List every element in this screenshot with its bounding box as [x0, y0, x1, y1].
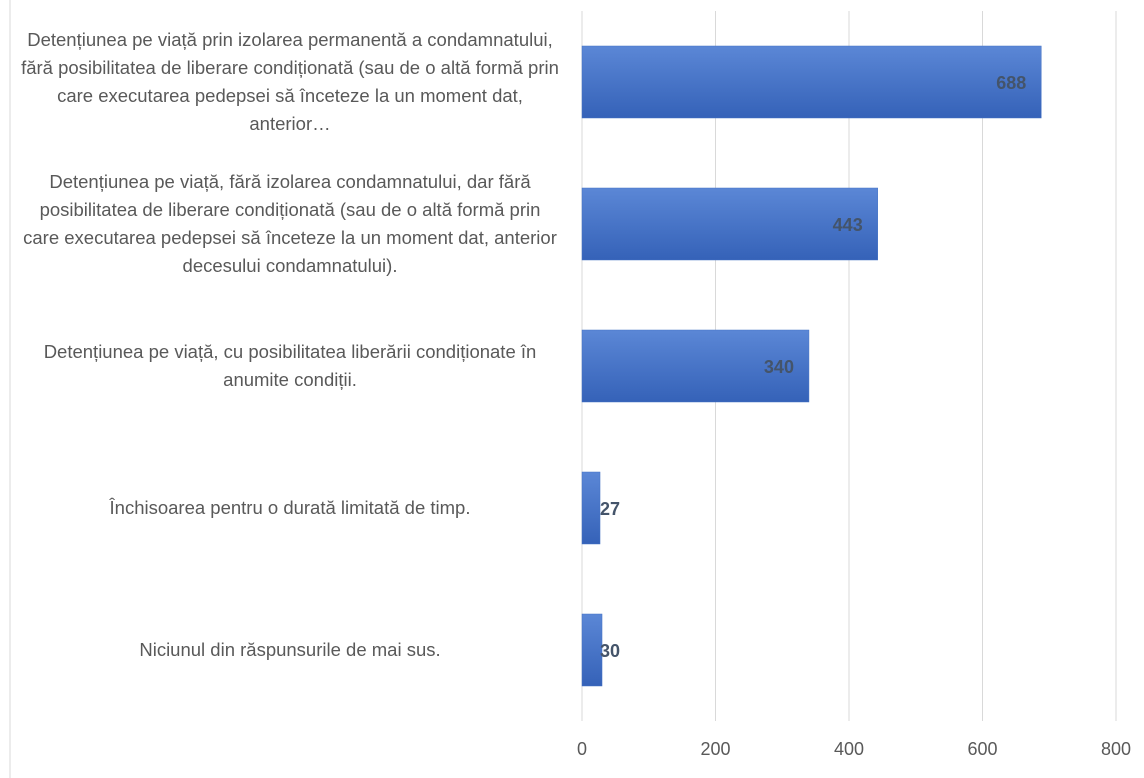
- y-tick-label: Detențiunea pe viață, cu posibilitatea l…: [43, 341, 537, 390]
- x-tick-label: 400: [834, 739, 864, 759]
- data-label: 30: [600, 641, 620, 661]
- x-tick-label: 600: [967, 739, 997, 759]
- data-label: 688: [996, 73, 1026, 93]
- x-tick-label: 800: [1101, 739, 1131, 759]
- data-label: 340: [764, 357, 794, 377]
- bar: [581, 471, 601, 545]
- y-tick-label: Niciunul din răspunsurile de mai sus.: [139, 639, 441, 660]
- x-tick-label: 200: [700, 739, 730, 759]
- bar: [581, 613, 603, 687]
- data-label: 443: [833, 215, 863, 235]
- bar: [581, 45, 1042, 119]
- frame: [9, 0, 11, 778]
- bar: [581, 187, 878, 261]
- y-tick-label: Detențiunea pe viață prin izolarea perma…: [21, 29, 559, 134]
- y-tick-label: Detențiunea pe viață, fără izolarea cond…: [23, 171, 557, 276]
- x-tick-label: 0: [577, 739, 587, 759]
- data-label: 27: [600, 499, 620, 519]
- bar: [581, 329, 810, 403]
- y-tick-label: Închisoarea pentru o durată limitată de …: [109, 497, 471, 518]
